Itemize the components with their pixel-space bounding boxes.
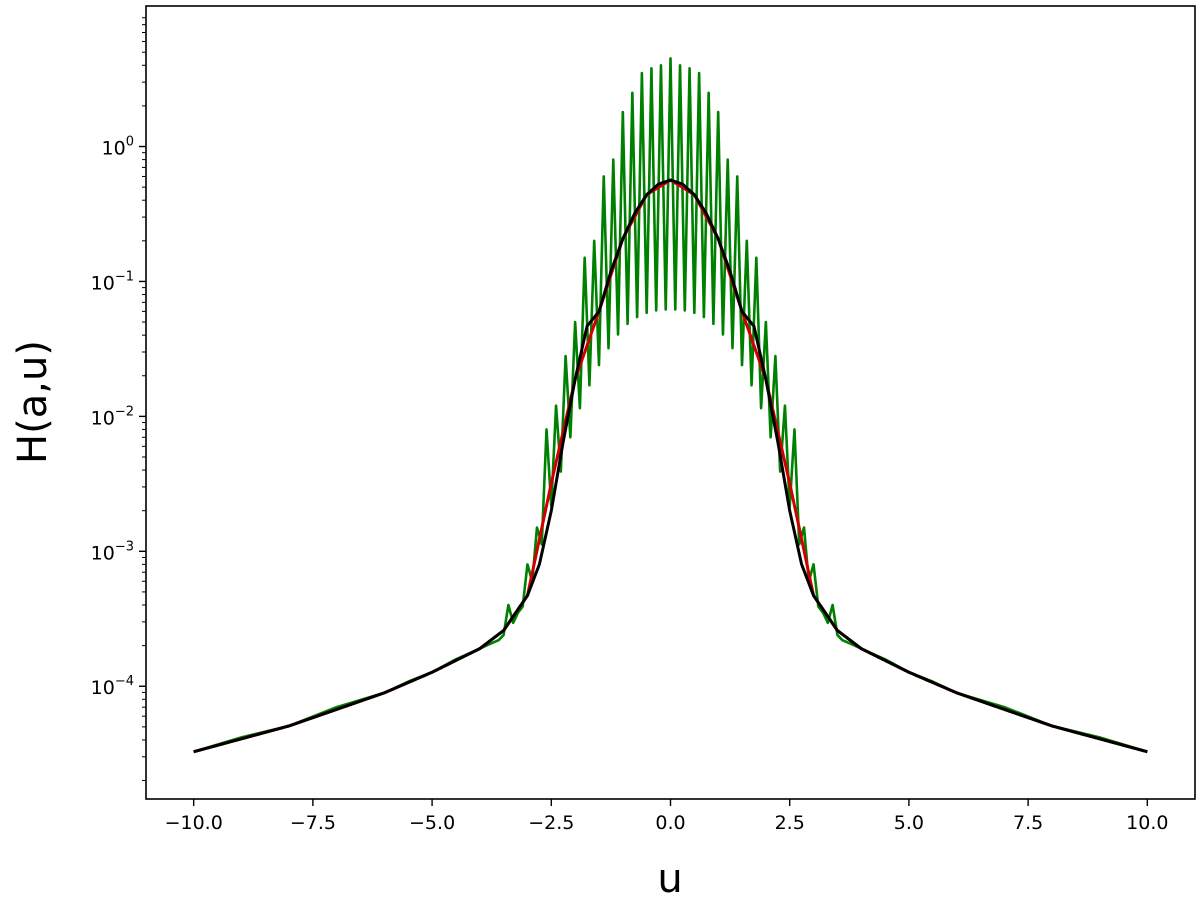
- x-tick-label: 0.0: [655, 812, 685, 834]
- series-layer: [193, 57, 1148, 754]
- y-tick-label: 10−4: [91, 674, 134, 699]
- x-tick-label: −7.5: [290, 812, 336, 834]
- x-tick-label: 2.5: [775, 812, 805, 834]
- x-tick-label: −5.0: [409, 812, 455, 834]
- series-line-2: [193, 178, 1148, 754]
- y-tick-exponent: −4: [115, 674, 134, 689]
- x-axis-label: u: [657, 856, 682, 902]
- y-tick-label: 10−3: [91, 539, 134, 564]
- y-tick-base: 10: [91, 542, 115, 564]
- y-tick-label: 100: [102, 135, 134, 160]
- x-tick-label: 5.0: [894, 812, 924, 834]
- y-axis-label: H(a,u): [10, 340, 56, 464]
- y-tick-base: 10: [91, 272, 115, 294]
- series-line-0: [193, 57, 1148, 753]
- x-tick-label: −2.5: [528, 812, 574, 834]
- series-line-1: [193, 178, 1148, 754]
- y-tick-exponent: −2: [115, 404, 134, 419]
- y-tick-label: 10−1: [91, 269, 134, 294]
- x-tick-label: 7.5: [1013, 812, 1043, 834]
- x-tick-label: 10.0: [1126, 812, 1168, 834]
- y-tick-base: 10: [102, 138, 126, 160]
- x-tick-label: −10.0: [165, 812, 223, 834]
- y-tick-exponent: 0: [126, 135, 134, 150]
- y-tick-base: 10: [91, 407, 115, 429]
- axes-layer: −10.0 −7.5 −5.0 −2.5 0.0 2.5 5.0 7.5 10.010−410−…: [91, 17, 1168, 834]
- y-tick-exponent: −3: [115, 539, 134, 554]
- y-tick-label: 10−2: [91, 404, 134, 429]
- y-tick-base: 10: [91, 677, 115, 699]
- y-tick-exponent: −1: [115, 269, 134, 284]
